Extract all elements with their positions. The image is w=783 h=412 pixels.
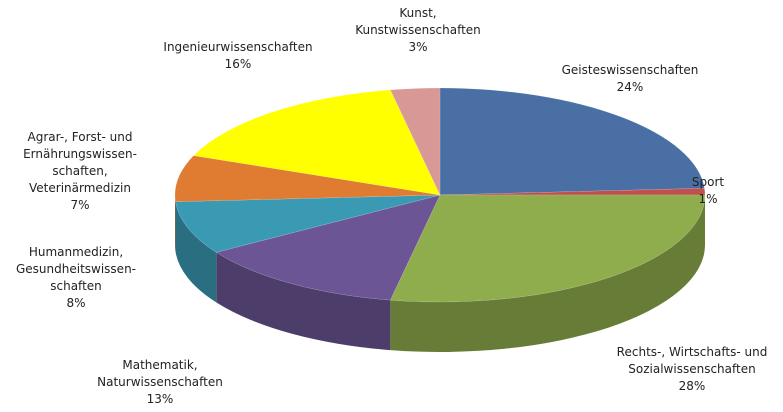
slice-label: Ingenieurwissenschaften 16% bbox=[163, 39, 312, 73]
slice-label: Kunst, Kunstwissenschaften 3% bbox=[355, 5, 481, 56]
pie-side bbox=[216, 252, 391, 351]
value-label: 7% bbox=[70, 198, 90, 212]
pie-slice bbox=[215, 194, 441, 301]
value-label: 24% bbox=[616, 80, 644, 94]
category-name: Humanmedizin, Gesundheitswissen- schafte… bbox=[15, 245, 137, 293]
category-name: Geisteswissenschaften bbox=[561, 63, 699, 77]
pie-slice bbox=[389, 87, 441, 196]
slice-label: Agrar-, Forst- und Ernährungswissen- sch… bbox=[23, 129, 137, 214]
value-label: 8% bbox=[66, 296, 86, 310]
pie-slice bbox=[175, 194, 441, 253]
category-name: Mathematik, Naturwissenschaften bbox=[97, 358, 223, 389]
pie-side bbox=[175, 201, 217, 303]
pie-slice bbox=[439, 87, 705, 196]
pie-slice bbox=[439, 188, 706, 196]
category-name: Rechts-, Wirtschafts- und Sozialwissensc… bbox=[616, 345, 768, 376]
pie-slice bbox=[389, 194, 706, 303]
slice-label: Geisteswissenschaften 24% bbox=[562, 62, 699, 96]
value-label: 13% bbox=[146, 392, 174, 406]
value-label: 3% bbox=[408, 40, 428, 54]
category-name: Agrar-, Forst- und Ernährungswissen- sch… bbox=[23, 130, 137, 195]
category-name: Ingenieurwissenschaften bbox=[163, 40, 313, 54]
category-name: Sport bbox=[691, 175, 725, 189]
slice-label: Mathematik, Naturwissenschaften 13% bbox=[97, 357, 223, 408]
value-label: 16% bbox=[224, 57, 252, 71]
value-label: 28% bbox=[678, 379, 706, 393]
value-label: 1% bbox=[698, 192, 718, 206]
pie-slice bbox=[174, 155, 441, 202]
slice-label: Humanmedizin, Gesundheitswissen- schafte… bbox=[16, 244, 136, 312]
pie-slice bbox=[193, 89, 441, 196]
slice-label: Rechts-, Wirtschafts- und Sozialwissensc… bbox=[617, 344, 768, 395]
pie-side bbox=[390, 195, 705, 352]
category-name: Kunst, Kunstwissenschaften bbox=[355, 6, 481, 37]
pie-side bbox=[175, 195, 176, 252]
slice-label: Sport 1% bbox=[692, 174, 724, 208]
